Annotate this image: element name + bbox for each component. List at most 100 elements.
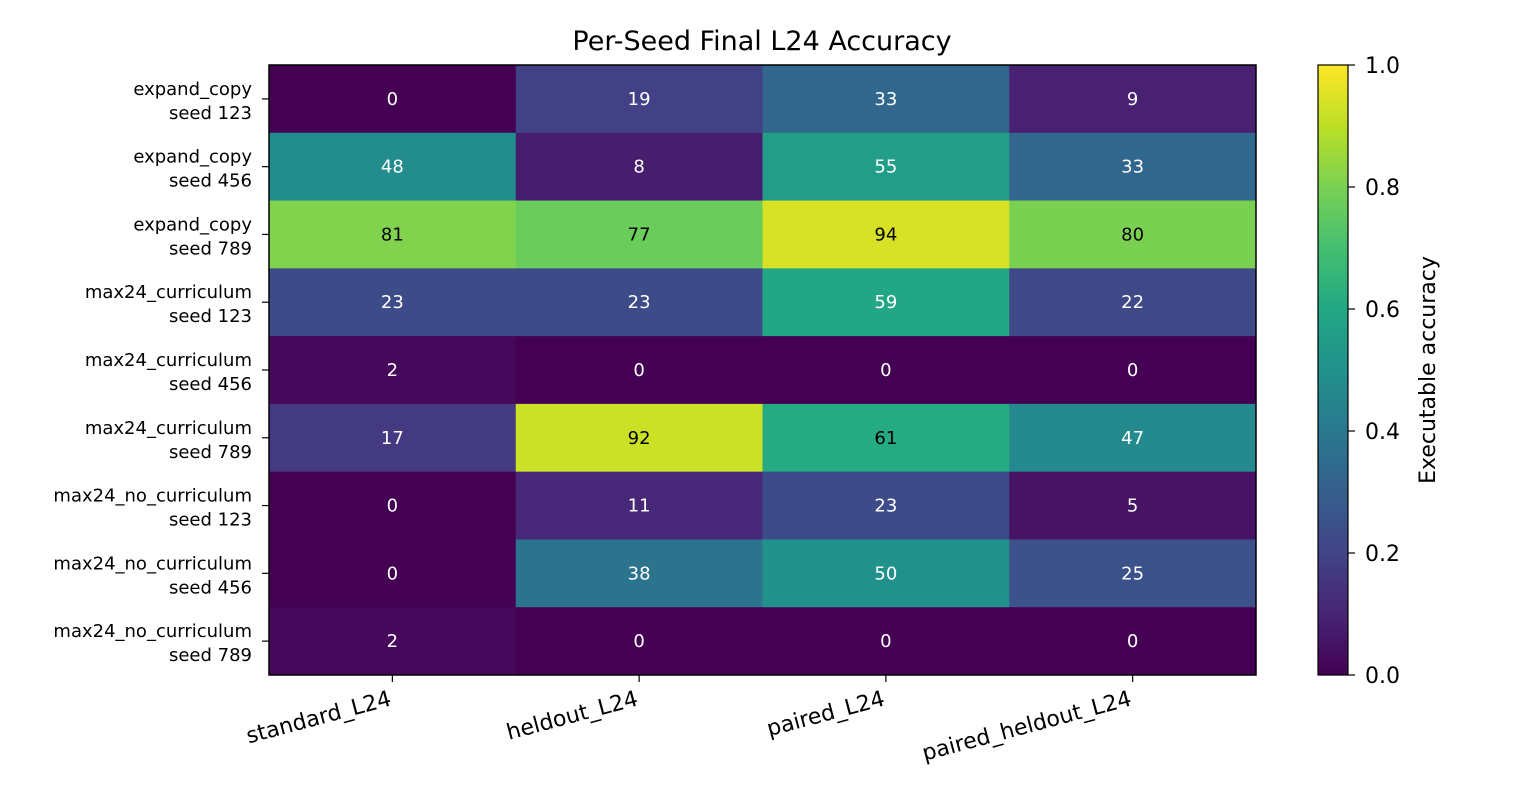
heatmap-cell	[269, 539, 517, 608]
cell-value-label: 80	[1121, 224, 1144, 245]
cell-value-label: 48	[381, 157, 404, 178]
cell-value-label: 22	[1121, 292, 1144, 313]
cell-value-label: 9	[1127, 89, 1138, 110]
heatmap-cell	[1009, 471, 1257, 540]
x-axis-ticks: standard_L24 heldout_L24 paired_L24 paired_…	[244, 675, 1134, 767]
y-tick-label-name: expand_copy	[133, 79, 252, 100]
y-tick-label-name: expand_copy	[133, 147, 252, 168]
heatmap-cell	[762, 268, 1010, 337]
heatmap-cell	[515, 132, 763, 202]
cell-value-label: 94	[874, 224, 897, 245]
cell-value-label: 19	[628, 89, 651, 110]
colorbar-tick-label: 0.8	[1365, 176, 1400, 201]
heatmap-cell	[269, 268, 517, 337]
heatmap-cell	[1009, 65, 1257, 134]
colorbar-tick-label: 0.0	[1365, 664, 1400, 689]
colorbar-label: Executable accuracy	[1416, 256, 1441, 484]
colorbar-tick-label: 0.2	[1365, 542, 1400, 567]
heatmap-cell	[269, 607, 517, 676]
heatmap-cell	[515, 607, 763, 676]
cell-value-label: 81	[381, 224, 404, 245]
y-tick-label-seed: seed 123	[169, 510, 252, 531]
cell-value-label: 23	[874, 496, 897, 517]
heatmap-cell	[762, 539, 1010, 608]
heatmap-cell	[1009, 539, 1257, 608]
heatmap-cells	[269, 65, 1257, 676]
heatmap-cell	[269, 471, 517, 540]
cell-value-label: 25	[1121, 563, 1144, 584]
cell-value-label: 23	[381, 292, 404, 313]
cell-value-label: 61	[874, 428, 897, 449]
heatmap-cell	[762, 607, 1010, 676]
cell-value-label: 23	[628, 292, 651, 313]
heatmap-cell	[269, 132, 517, 202]
y-tick-label-name: max24_no_curriculum	[53, 553, 252, 574]
heatmap-cell	[515, 539, 763, 608]
cell-value-label: 8	[633, 157, 644, 178]
y-tick-label-seed: seed 789	[169, 442, 252, 463]
cell-value-label: 17	[381, 428, 404, 449]
cell-value-label: 0	[880, 360, 891, 381]
y-tick-label-seed: seed 789	[169, 238, 252, 259]
y-tick-label-seed: seed 123	[169, 103, 252, 124]
heatmap-cell	[762, 471, 1010, 540]
heatmap-cell	[269, 65, 517, 134]
cell-value-label: 0	[1127, 360, 1138, 381]
x-tick-label: standard_L24	[244, 687, 394, 750]
heatmap-cell	[269, 336, 517, 405]
cell-value-label: 92	[628, 428, 651, 449]
colorbar-tick-label: 0.4	[1365, 420, 1400, 445]
cell-value-label: 55	[874, 157, 897, 178]
cell-value-label: 0	[387, 89, 398, 110]
cell-value-label: 0	[633, 631, 644, 652]
cell-value-label: 5	[1127, 496, 1138, 517]
cell-value-label: 0	[880, 631, 891, 652]
colorbar-frame	[1317, 64, 1349, 676]
y-tick-label-name: max24_no_curriculum	[53, 486, 252, 507]
cell-value-label: 2	[387, 360, 398, 381]
chart-title: Per-Seed Final L24 Accuracy	[572, 26, 951, 57]
y-tick-label-seed: seed 456	[169, 374, 252, 395]
y-tick-label-name: expand_copy	[133, 214, 252, 235]
cell-value-label: 59	[874, 292, 897, 313]
x-tick-label: paired_heldout_L24	[920, 687, 1135, 767]
y-tick-label-name: max24_curriculum	[85, 350, 252, 371]
heatmap-cell	[762, 336, 1010, 405]
heatmap-cell	[515, 65, 763, 134]
cell-value-label: 2	[387, 631, 398, 652]
heatmap-cell	[515, 471, 763, 540]
cell-value-label: 11	[628, 496, 651, 517]
heatmap-cell	[269, 200, 517, 269]
y-tick-label-seed: seed 789	[169, 645, 252, 666]
heatmap-cell	[762, 200, 1010, 269]
colorbar: 0.0 0.2 0.4 0.6 0.8 1.0 Executable accuracy	[1317, 54, 1441, 689]
cell-value-label: 0	[633, 360, 644, 381]
colorbar-tick-label: 1.0	[1365, 54, 1400, 79]
cell-value-label: 0	[387, 563, 398, 584]
cell-value-label: 77	[628, 224, 651, 245]
heatmap-cell	[1009, 132, 1257, 202]
heatmap-cell	[1009, 200, 1257, 269]
heatmap-cell	[515, 268, 763, 337]
y-tick-label-name: max24_curriculum	[85, 282, 252, 303]
y-tick-label-seed: seed 456	[169, 171, 252, 192]
heatmap-cell	[1009, 336, 1257, 405]
heatmap-cell	[269, 403, 517, 473]
x-tick-label: paired_L24	[764, 687, 887, 742]
cell-value-label: 50	[874, 563, 897, 584]
cell-value-label: 33	[1121, 157, 1144, 178]
cell-value-label: 33	[874, 89, 897, 110]
y-tick-label-name: max24_no_curriculum	[53, 621, 252, 642]
heatmap-cell	[515, 200, 763, 269]
heatmap-cell	[762, 403, 1010, 473]
heatmap-cell	[762, 132, 1010, 202]
heatmap-cell	[515, 403, 763, 473]
heatmap-cell	[515, 336, 763, 405]
colorbar-tick-label: 0.6	[1365, 298, 1400, 323]
cell-value-label: 0	[387, 496, 398, 517]
heatmap-cell	[1009, 607, 1257, 676]
colorbar-gradient	[1318, 65, 1348, 675]
y-tick-label-name: max24_curriculum	[85, 418, 252, 439]
heatmap-cell	[762, 65, 1010, 134]
